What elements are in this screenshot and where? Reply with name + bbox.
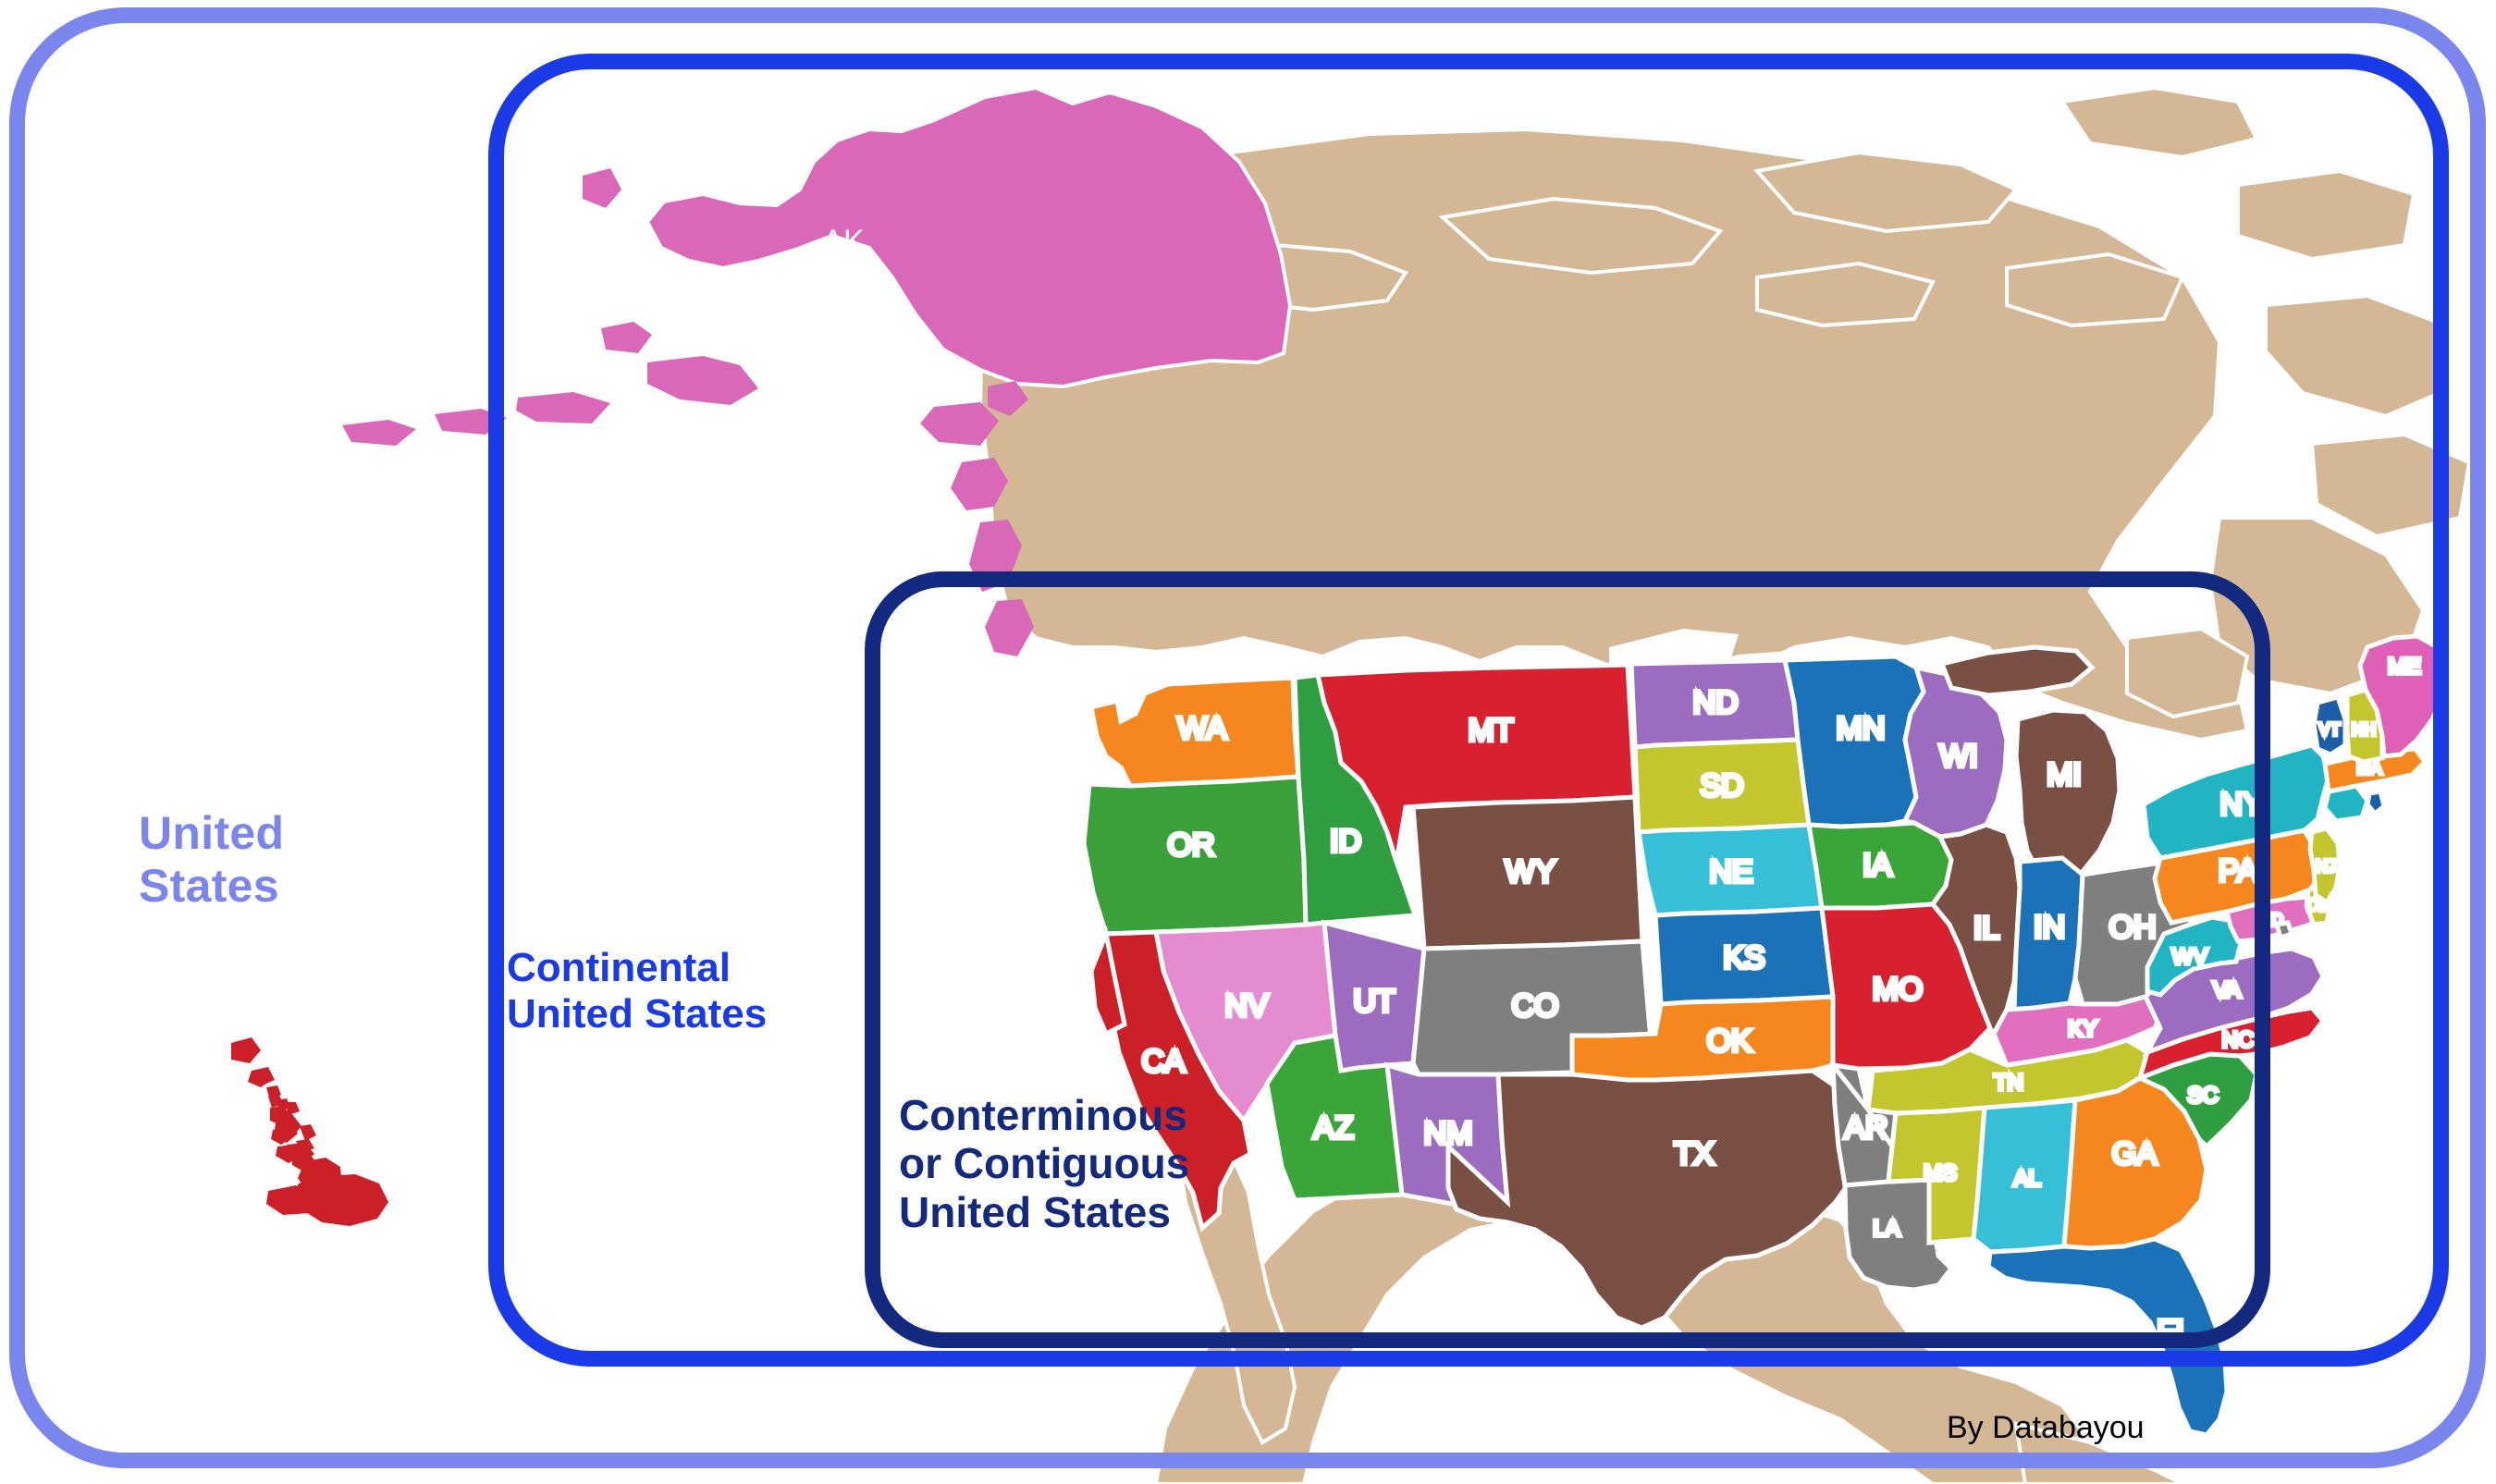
venn-ring-united-states[interactable] [9,7,2486,1468]
state-IN[interactable]: IN [2011,855,2085,1012]
state-label-IL: IL [1973,911,1999,946]
state-label-CO: CO [1512,988,1559,1024]
state-label-MS: MS [1924,1160,1957,1185]
state-label-WI: WI [1939,739,1978,774]
contiguous-states: WA OR ID MT WY [1081,633,2450,1438]
state-DC[interactable] [2273,920,2295,941]
state-KS[interactable]: KS [1653,905,1836,1007]
state-label-NH: NH [2352,720,2376,739]
credit-attribution: By Databayou [1947,1410,2145,1445]
state-label-AL: AL [2013,1166,2040,1191]
state-label-NJ: NJ [2316,857,2336,876]
state-label-AZ: AZ [1313,1110,1353,1146]
state-label-NV: NV [1224,988,1269,1024]
state-RI[interactable] [2365,789,2387,817]
state-ME[interactable]: ME [2357,633,2450,759]
state-MI[interactable]: MI [1938,644,2122,886]
state-VT[interactable]: VT [2311,693,2348,757]
state-label-TX: TX [1674,1136,1714,1171]
state-label-PA: PA [2219,853,2258,889]
state-WV[interactable]: WV [2145,914,2244,998]
state-label-ME: ME [2388,654,2421,679]
venn-label-united-states: United States [139,807,285,912]
venn-ring-conterminous-us[interactable] [865,571,2270,1348]
state-label-VA: VA [2213,977,2241,1002]
state-label-KY: KY [2068,1016,2097,1041]
state-label-OR: OR [1168,828,1215,863]
state-label-MI: MI [2047,757,2082,792]
state-ND[interactable]: ND [1629,657,1801,750]
state-label-IN: IN [2034,910,2065,945]
state-AZ[interactable]: AZ [1264,1033,1405,1203]
state-label-WV: WV [2172,944,2208,969]
state-HI[interactable] [231,1037,388,1226]
state-AL[interactable]: AL [1971,1098,2078,1255]
state-label-MN: MN [1837,711,1886,746]
state-label-KS: KS [1723,940,1764,975]
surrounding-land [977,85,2472,1484]
state-label-OH: OH [2109,910,2157,945]
state-label-WY: WY [1506,854,1556,889]
state-MT[interactable]: MT [1314,662,1638,863]
state-label-IA: IA [1863,848,1892,883]
state-label-MT: MT [1468,713,1513,748]
state-WI[interactable]: WI [1901,664,2010,840]
state-GA[interactable]: GA [2061,1075,2209,1251]
state-label-LA: LA [1873,1216,1900,1241]
state-label-WA: WA [1177,711,1227,746]
state-label-NC: NC [2222,1027,2255,1052]
venn-label-conterminous-united-states: Conterminous or Contiguous United States [899,1091,1190,1236]
state-label-GA: GA [2111,1136,2157,1171]
state-OR[interactable]: OR [1081,774,1309,937]
state-label-SD: SD [1700,768,1743,803]
state-label-ID: ID [1330,824,1361,859]
state-label-VT: VT [2318,720,2340,739]
state-label-CA: CA [1141,1044,1186,1079]
state-label-UT: UT [1353,984,1395,1019]
venn-ring-continental-us[interactable] [488,54,2449,1367]
state-label-SC: SC [2187,1083,2218,1108]
state-IA[interactable]: IA [1806,820,1954,911]
state-TX[interactable]: TX [1445,1068,1862,1331]
state-label-NE: NE [1709,854,1752,889]
state-label-AK: AK [822,224,865,259]
state-CA[interactable]: CA [1088,926,1253,1233]
state-label-ND: ND [1692,685,1738,720]
state-label-OK: OK [1706,1024,1752,1059]
state-NJ[interactable]: NJ [2307,826,2342,906]
state-label-MO: MO [1873,972,1924,1007]
venn-label-continental-united-states: Continental United States [507,945,768,1037]
state-label-TN: TN [1994,1070,2023,1095]
state-label-AR: AR [1844,1110,1887,1146]
